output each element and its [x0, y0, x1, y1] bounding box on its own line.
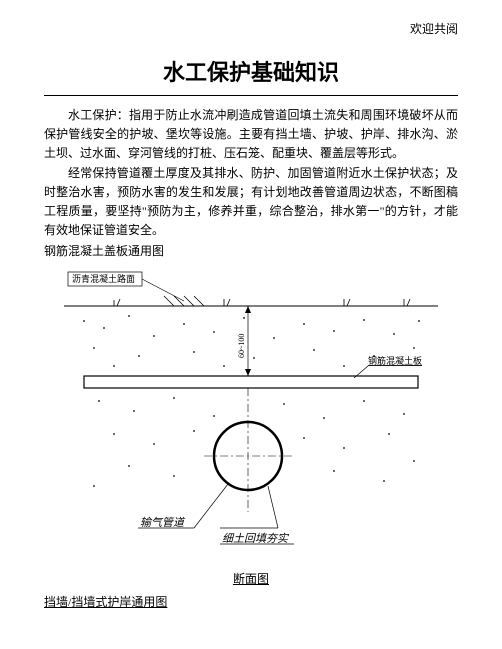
paragraph-1: 水工保护：指用于防止水流冲刷造成管道回填土流失和周围环境破坏从而保护管线安全的护…	[44, 106, 458, 164]
page-title: 水工保护基础知识	[44, 55, 458, 87]
label-slab: 钢筋混凝土板	[368, 355, 422, 366]
figure1-caption-bottom: 断面图	[44, 570, 458, 587]
title-divider	[44, 95, 458, 96]
label-backfill: 细土回填夯实	[222, 532, 290, 545]
figure1-caption-top: 钢筋混凝土盖板通用图	[44, 242, 458, 261]
figure1: 沥青混凝土路面 60~100 钢筋混凝土板	[44, 266, 458, 566]
figure1-svg: 沥青混凝土路面 60~100 钢筋混凝土板	[44, 266, 458, 566]
dim-60-100: 60~100	[237, 333, 246, 357]
label-pipe: 输气管道	[140, 516, 186, 529]
figure2-caption: 挡墙/挡墙式护岸通用图	[44, 593, 458, 612]
header-welcome: 欢迎共阅	[44, 20, 458, 37]
paragraph-2: 经常保持管道覆土厚度及其排水、防护、加固管道附近水土保护状态；及时整治水害，预防…	[44, 164, 458, 241]
label-asphalt: 沥青混凝土路面	[72, 273, 135, 284]
